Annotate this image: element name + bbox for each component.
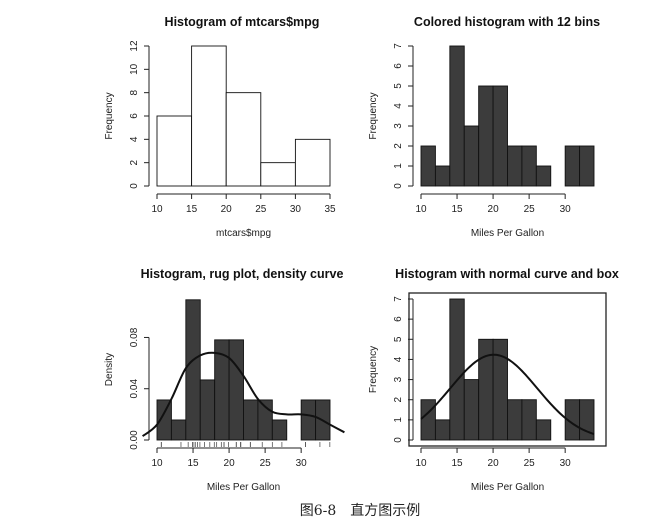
x-tick-label: 10	[415, 204, 427, 215]
y-tick-label: 1	[393, 417, 404, 423]
x-tick-label: 15	[186, 204, 198, 215]
x-tick-label: 30	[560, 204, 572, 215]
x-axis-label: Miles Per Gallon	[471, 228, 544, 239]
histogram-bar	[156, 115, 193, 187]
histogram-bar	[521, 145, 537, 187]
x-tick-label: 10	[151, 458, 163, 469]
y-tick-label: 10	[129, 63, 140, 75]
x-tick-label: 10	[151, 204, 163, 215]
x-tick-label: 25	[260, 458, 272, 469]
x-tick-label: 30	[560, 458, 572, 469]
figure-caption: 图6-8 直方图示例	[300, 502, 421, 519]
histogram-bar	[521, 399, 537, 441]
histogram-bar	[420, 145, 436, 187]
histogram-bar	[225, 92, 262, 187]
y-tick-label: 6	[393, 63, 404, 69]
histogram-bar	[507, 145, 523, 187]
normal-curve	[420, 353, 595, 435]
y-tick-label: 6	[129, 113, 140, 119]
x-tick-label: 15	[451, 204, 463, 215]
histogram-bar	[579, 145, 595, 187]
histogram-bar	[420, 399, 436, 441]
y-tick-label: 0.04	[129, 379, 140, 399]
x-tick-label: 25	[524, 204, 536, 215]
histogram-bar	[243, 399, 259, 441]
x-tick-label: 10	[415, 458, 427, 469]
histogram-bar	[492, 338, 508, 441]
x-tick-label: 20	[488, 204, 500, 215]
chart-title: Histogram with normal curve and box	[395, 267, 619, 281]
chart-title: Colored histogram with 12 bins	[414, 15, 600, 29]
histogram-bar	[463, 379, 480, 441]
y-axis-label: Density	[104, 353, 115, 386]
y-tick-label: 3	[393, 123, 404, 129]
y-tick-label: 6	[393, 316, 404, 322]
y-tick-label: 1	[393, 163, 404, 169]
histogram-bar	[564, 145, 581, 187]
histogram-bar	[434, 165, 451, 187]
y-tick-label: 3	[393, 376, 404, 382]
histogram-bar	[170, 419, 187, 441]
chart-title: Histogram of mtcars$mpg	[165, 15, 320, 29]
histogram-bar	[185, 299, 201, 441]
y-axis-label: Frequency	[368, 346, 379, 393]
plot-box	[408, 292, 607, 447]
y-tick-label: 0.08	[129, 327, 140, 347]
histogram-bar	[507, 399, 523, 441]
y-tick-label: 0	[393, 183, 404, 189]
y-tick-label: 7	[393, 43, 404, 49]
x-axis-label: Miles Per Gallon	[207, 482, 280, 493]
histogram-bar	[228, 339, 244, 441]
x-tick-label: 20	[221, 204, 233, 215]
y-tick-label: 0	[393, 437, 404, 443]
y-tick-label: 5	[393, 83, 404, 89]
y-tick-label: 4	[393, 356, 404, 362]
x-tick-label: 30	[296, 458, 308, 469]
y-tick-label: 2	[393, 396, 404, 402]
histogram-bar	[449, 45, 465, 187]
histogram-bar	[492, 85, 508, 187]
panel-histogram-rug-density: Histogram, rug plot, density curve 10 15 20…	[104, 267, 345, 493]
y-tick-label: 2	[129, 159, 140, 165]
histogram-bar	[449, 298, 465, 441]
histogram-bar	[535, 419, 552, 441]
x-tick-label: 15	[187, 458, 199, 469]
x-tick-label: 20	[224, 458, 236, 469]
y-tick-label: 2	[393, 143, 404, 149]
x-axis-label: Miles Per Gallon	[471, 482, 544, 493]
y-tick-label: 4	[129, 136, 140, 142]
histogram-bar	[478, 85, 494, 187]
histogram-bar	[463, 125, 480, 187]
histogram-bar	[191, 45, 227, 187]
x-tick-label: 35	[324, 204, 336, 215]
y-tick-label: 12	[129, 40, 140, 52]
histogram-bar	[434, 419, 451, 441]
histogram-bar	[535, 165, 552, 187]
x-tick-label: 15	[451, 458, 463, 469]
x-tick-label: 30	[290, 204, 302, 215]
x-tick-label: 20	[488, 458, 500, 469]
y-tick-label: 0.00	[129, 430, 140, 450]
y-tick-label: 4	[393, 103, 404, 109]
histogram-bar	[260, 162, 296, 187]
y-tick-label: 5	[393, 336, 404, 342]
x-tick-label: 25	[255, 204, 267, 215]
x-axis-label: mtcars$mpg	[216, 228, 271, 239]
density-curve	[141, 351, 345, 437]
y-axis-label: Frequency	[104, 92, 115, 139]
histogram-bar	[294, 138, 331, 187]
y-tick-label: 8	[129, 89, 140, 95]
histogram-bar	[271, 419, 288, 441]
y-axis-label: Frequency	[368, 92, 379, 139]
y-tick-label: 0	[129, 183, 140, 189]
histogram-bar	[300, 399, 317, 441]
y-tick-label: 7	[393, 296, 404, 302]
histogram-bar	[199, 379, 216, 441]
chart-title: Histogram, rug plot, density curve	[141, 267, 344, 281]
x-tick-label: 25	[524, 458, 536, 469]
